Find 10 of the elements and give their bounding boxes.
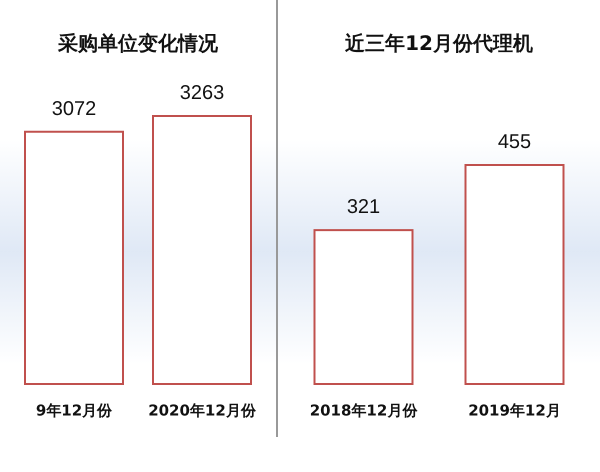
chart-title: 近三年12月份代理机 <box>344 31 533 55</box>
data-label: 3263 <box>180 82 224 104</box>
x-tick-label: 2019年12月 <box>468 402 561 420</box>
data-label: 3072 <box>52 98 96 120</box>
data-label: 455 <box>498 131 532 153</box>
x-tick-label: 2018年12月份 <box>310 402 418 420</box>
x-tick-label: 9年12月份 <box>36 402 114 420</box>
x-tick-label: 2020年12月份 <box>148 402 257 420</box>
data-label: 321 <box>346 196 380 218</box>
chart-title: 采购单位变化情况 <box>57 31 219 55</box>
